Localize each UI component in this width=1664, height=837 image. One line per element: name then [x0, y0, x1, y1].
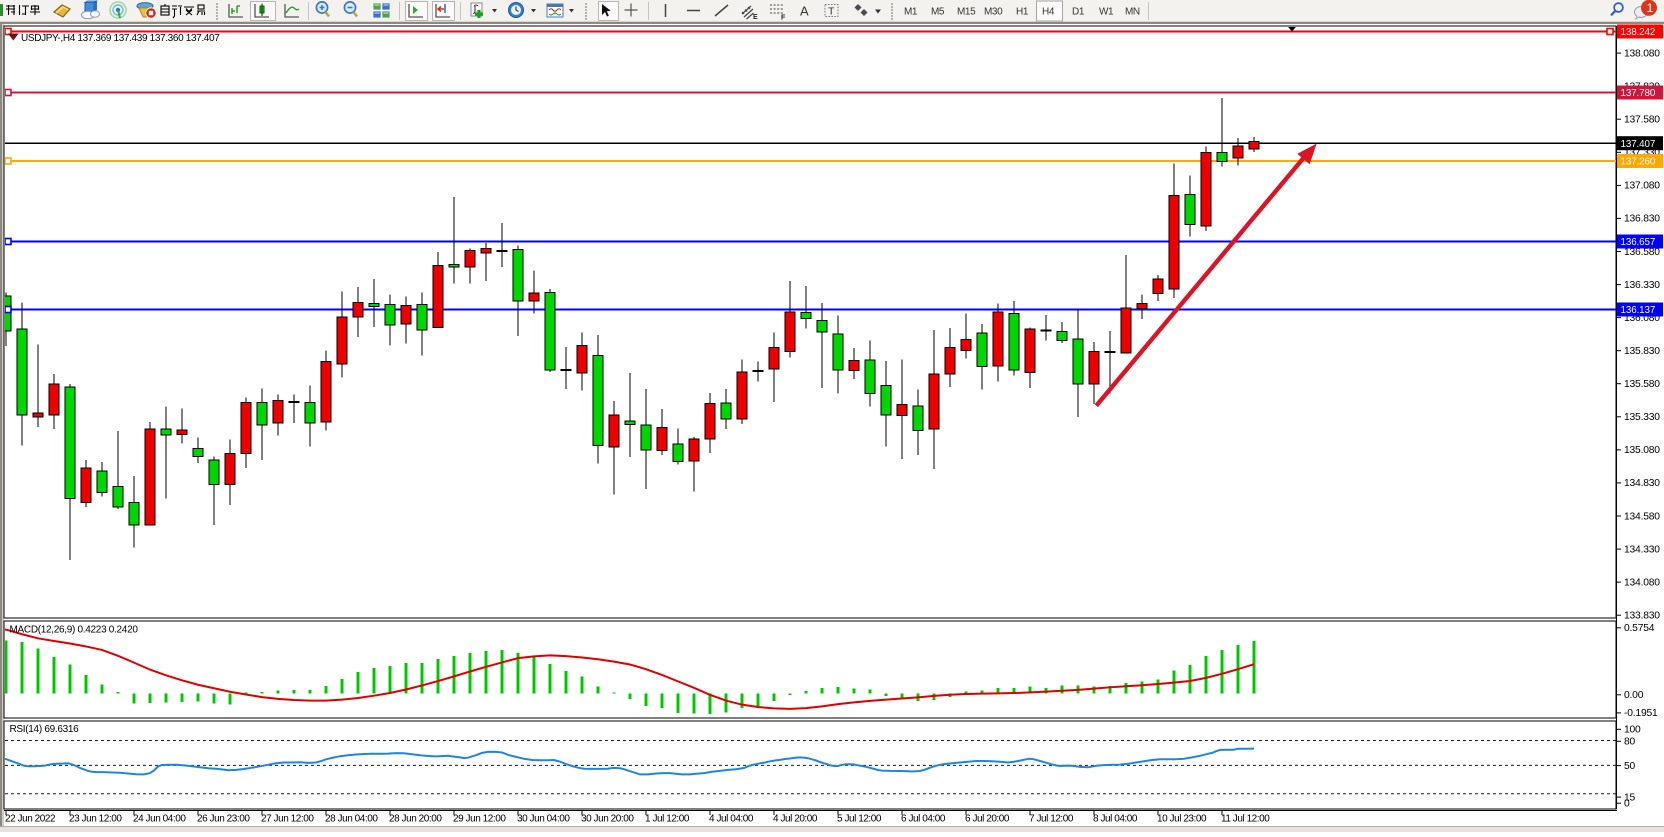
svg-text:135.580: 135.580	[1624, 379, 1660, 390]
svg-text:T: T	[828, 6, 835, 18]
svg-text:0: 0	[1624, 799, 1630, 810]
svg-text:136.830: 136.830	[1624, 214, 1660, 225]
svg-text:6 Jul 04:00: 6 Jul 04:00	[901, 814, 946, 825]
svg-text:137.260: 137.260	[1621, 157, 1656, 168]
svg-text:137.780: 137.780	[1621, 88, 1656, 99]
svg-text:136.330: 136.330	[1624, 280, 1660, 291]
svg-text:MN: MN	[1125, 7, 1140, 18]
svg-text:134.580: 134.580	[1624, 511, 1660, 522]
svg-text:136.657: 136.657	[1621, 237, 1656, 248]
svg-text:136.137: 136.137	[1621, 305, 1656, 316]
svg-text:133.830: 133.830	[1624, 611, 1660, 622]
svg-text:A: A	[800, 4, 809, 19]
svg-text:136.080: 136.080	[1624, 313, 1660, 324]
svg-text:8 Jul 04:00: 8 Jul 04:00	[1093, 814, 1138, 825]
svg-text:M30: M30	[984, 7, 1003, 18]
svg-text:135.830: 135.830	[1624, 346, 1660, 357]
svg-text:138.080: 138.080	[1624, 48, 1660, 59]
svg-text:30 Jun 04:00: 30 Jun 04:00	[517, 814, 570, 825]
svg-text:80: 80	[1624, 737, 1636, 748]
svg-text:10 Jul 23:00: 10 Jul 23:00	[1157, 814, 1207, 825]
svg-text:28 Jun 04:00: 28 Jun 04:00	[325, 814, 378, 825]
svg-text:USDJPY-,H4 137.369 137.439 13: USDJPY-,H4 137.369 137.439 137.360 137.4…	[21, 33, 220, 44]
svg-text:4 Jul 20:00: 4 Jul 20:00	[773, 814, 818, 825]
svg-text:7 Jul 12:00: 7 Jul 12:00	[1029, 814, 1074, 825]
svg-text:11 Jul 12:00: 11 Jul 12:00	[1221, 814, 1270, 825]
svg-text:D1: D1	[1072, 7, 1085, 18]
svg-text:0.5754: 0.5754	[1624, 623, 1655, 634]
svg-text:MACD(12,26,9) 0.4223 0.2420: MACD(12,26,9) 0.4223 0.2420	[10, 625, 139, 636]
svg-text:100: 100	[1624, 725, 1641, 736]
svg-text:H1: H1	[1016, 7, 1029, 18]
svg-text:137.407: 137.407	[1621, 139, 1656, 150]
svg-text:1: 1	[1647, 1, 1654, 15]
svg-text:M1: M1	[904, 7, 918, 18]
svg-text:5 Jul 12:00: 5 Jul 12:00	[837, 814, 882, 825]
svg-text:24 Jun 04:00: 24 Jun 04:00	[133, 814, 186, 825]
svg-text:50: 50	[1624, 761, 1636, 772]
svg-text:4 Jul 04:00: 4 Jul 04:00	[709, 814, 754, 825]
svg-text:28 Jun 20:00: 28 Jun 20:00	[389, 814, 442, 825]
svg-text:-0.1951: -0.1951	[1624, 708, 1658, 719]
svg-text:W1: W1	[1099, 7, 1114, 18]
svg-text:134.330: 134.330	[1624, 544, 1660, 555]
svg-text:135.080: 135.080	[1624, 445, 1660, 456]
svg-text:M15: M15	[957, 7, 976, 18]
svg-text:134.830: 134.830	[1624, 478, 1660, 489]
svg-text:1 Jul 12:00: 1 Jul 12:00	[645, 814, 690, 825]
svg-text:M5: M5	[931, 7, 945, 18]
svg-text:29 Jun 12:00: 29 Jun 12:00	[453, 814, 506, 825]
svg-text:136.580: 136.580	[1624, 247, 1660, 258]
svg-text:26 Jun 23:00: 26 Jun 23:00	[197, 814, 250, 825]
svg-text:137.580: 137.580	[1624, 115, 1660, 126]
svg-text:15: 15	[1624, 792, 1636, 803]
svg-text:RSI(14) 69.6316: RSI(14) 69.6316	[10, 724, 80, 735]
svg-text:135.330: 135.330	[1624, 412, 1660, 423]
svg-text:E: E	[753, 14, 758, 21]
svg-text:F: F	[781, 15, 786, 22]
svg-text:137.330: 137.330	[1624, 148, 1660, 159]
svg-text:0.00: 0.00	[1624, 690, 1644, 701]
svg-text:137.080: 137.080	[1624, 181, 1660, 192]
svg-text:134.080: 134.080	[1624, 577, 1660, 588]
svg-text:H4: H4	[1042, 7, 1055, 18]
svg-text:23 Jun 12:00: 23 Jun 12:00	[69, 814, 122, 825]
svg-text:22 Jun 2022: 22 Jun 2022	[5, 814, 56, 825]
svg-text:27 Jun 12:00: 27 Jun 12:00	[261, 814, 314, 825]
svg-text:138.242: 138.242	[1621, 27, 1656, 38]
svg-text:30 Jun 20:00: 30 Jun 20:00	[581, 814, 634, 825]
svg-text:6 Jul 20:00: 6 Jul 20:00	[965, 814, 1010, 825]
